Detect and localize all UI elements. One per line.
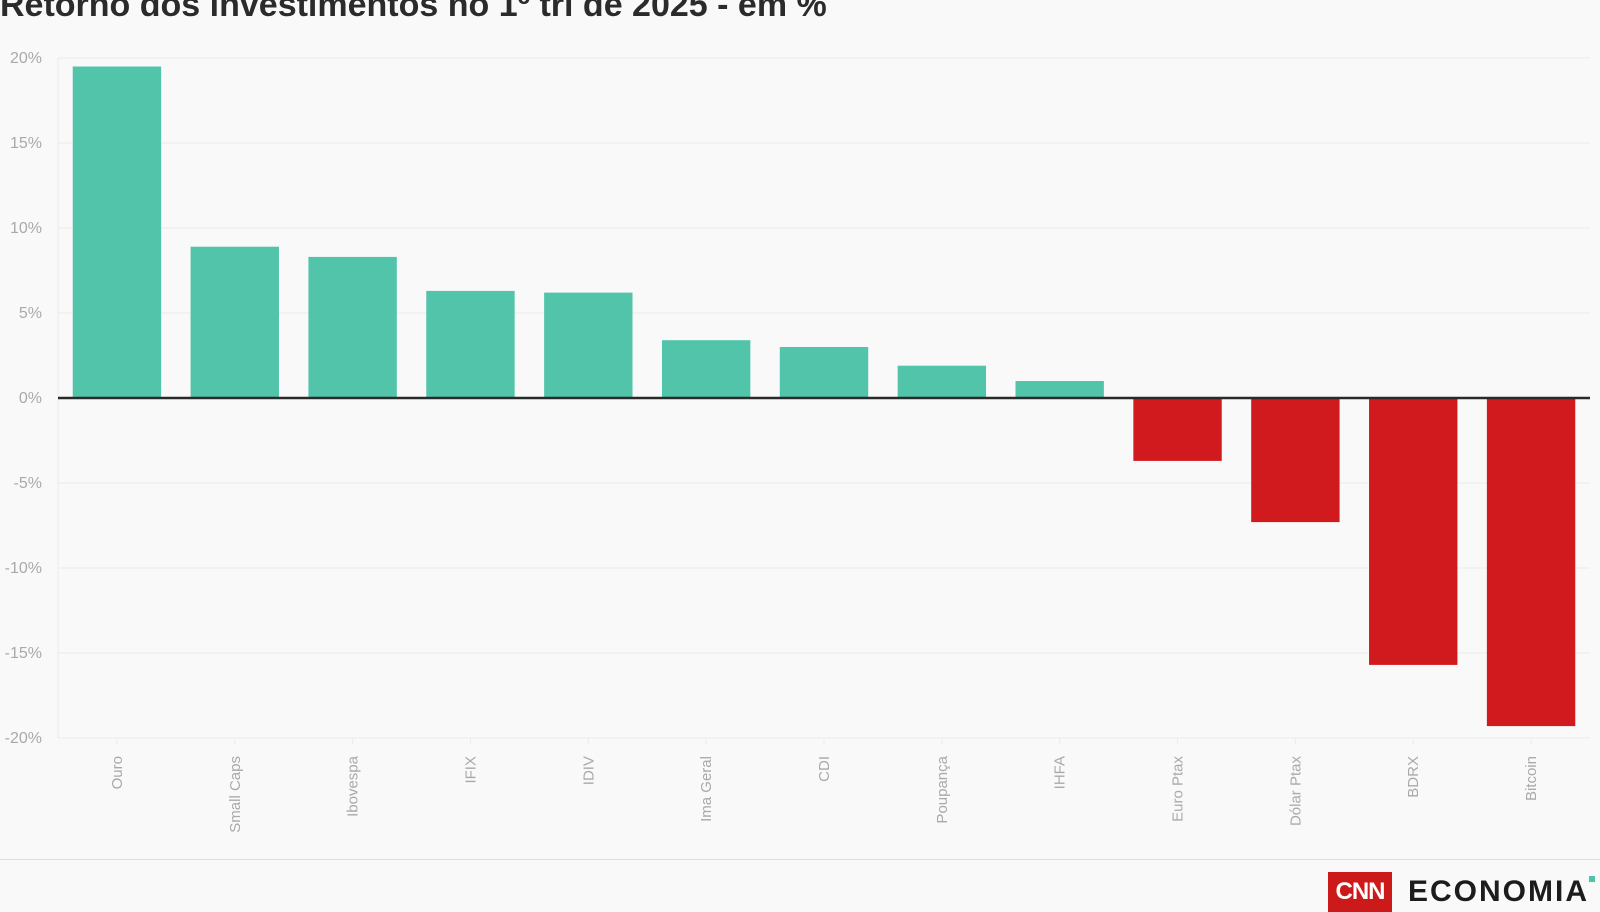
bar-small-caps — [190, 246, 279, 398]
x-tick-label: Ima Geral — [698, 756, 715, 822]
y-axis-ticks: 20% 15% 10% 5% 0% -5% -10% -15% -20% — [5, 50, 42, 747]
bar-poupan-a — [897, 365, 987, 398]
bar-cdi — [779, 347, 869, 398]
brand-text: ECONOMIA — [1408, 875, 1589, 908]
bar-ifix — [426, 290, 515, 398]
bar-bdrx — [1369, 398, 1458, 665]
x-tick-label: IHFA — [1052, 756, 1069, 789]
x-tick-label: Small Caps — [227, 756, 244, 833]
brand-accent — [1589, 876, 1595, 882]
x-tick-label: IFIX — [462, 756, 479, 784]
x-tick-label: Euro Ptax — [1170, 756, 1187, 822]
x-tick-label: Poupança — [934, 755, 951, 823]
y-tick-label: -10% — [5, 560, 42, 577]
bar-ouro — [72, 66, 162, 398]
bar-idiv — [544, 292, 633, 398]
y-tick-label: 10% — [10, 220, 42, 237]
brand-logo: CNN ECONOMIA — [1328, 872, 1595, 912]
x-tick-label: Ibovespa — [345, 755, 362, 817]
y-tick-label: 20% — [10, 50, 42, 67]
x-axis-ticks: Ouro Small Caps Ibovespa IFIX IDIV Ima Geral C… — [109, 738, 1540, 833]
bar-bitcoin — [1486, 398, 1576, 727]
bar-ima-geral — [661, 340, 751, 398]
x-tick-label: Ouro — [109, 756, 126, 789]
y-tick-label: 0% — [19, 390, 42, 407]
brand-box: CNN — [1328, 872, 1392, 912]
y-tick-label: -5% — [14, 475, 42, 492]
x-tick-label: Bitcoin — [1523, 756, 1540, 801]
chart-title: Retorno dos investimentos no 1º tri de 2… — [0, 0, 827, 24]
footer-divider — [0, 859, 1600, 860]
x-tick-label: BDRX — [1405, 756, 1422, 798]
bar-ibovespa — [308, 256, 397, 398]
bar-chart: 20% 15% 10% 5% 0% -5% -10% -15% -20% Ouro Small C… — [5, 50, 1590, 833]
x-tick-label: Dólar Ptax — [1287, 756, 1304, 827]
x-tick-label: CDI — [816, 756, 833, 782]
bar-d-lar-ptax — [1251, 398, 1340, 523]
bars — [72, 66, 1576, 727]
y-tick-label: -20% — [5, 730, 42, 747]
bar-ihfa — [1015, 381, 1104, 398]
bar-euro-ptax — [1133, 398, 1222, 461]
y-tick-label: -15% — [5, 645, 42, 662]
y-tick-label: 15% — [10, 135, 42, 152]
x-tick-label: IDIV — [580, 756, 597, 785]
y-tick-label: 5% — [19, 305, 42, 322]
